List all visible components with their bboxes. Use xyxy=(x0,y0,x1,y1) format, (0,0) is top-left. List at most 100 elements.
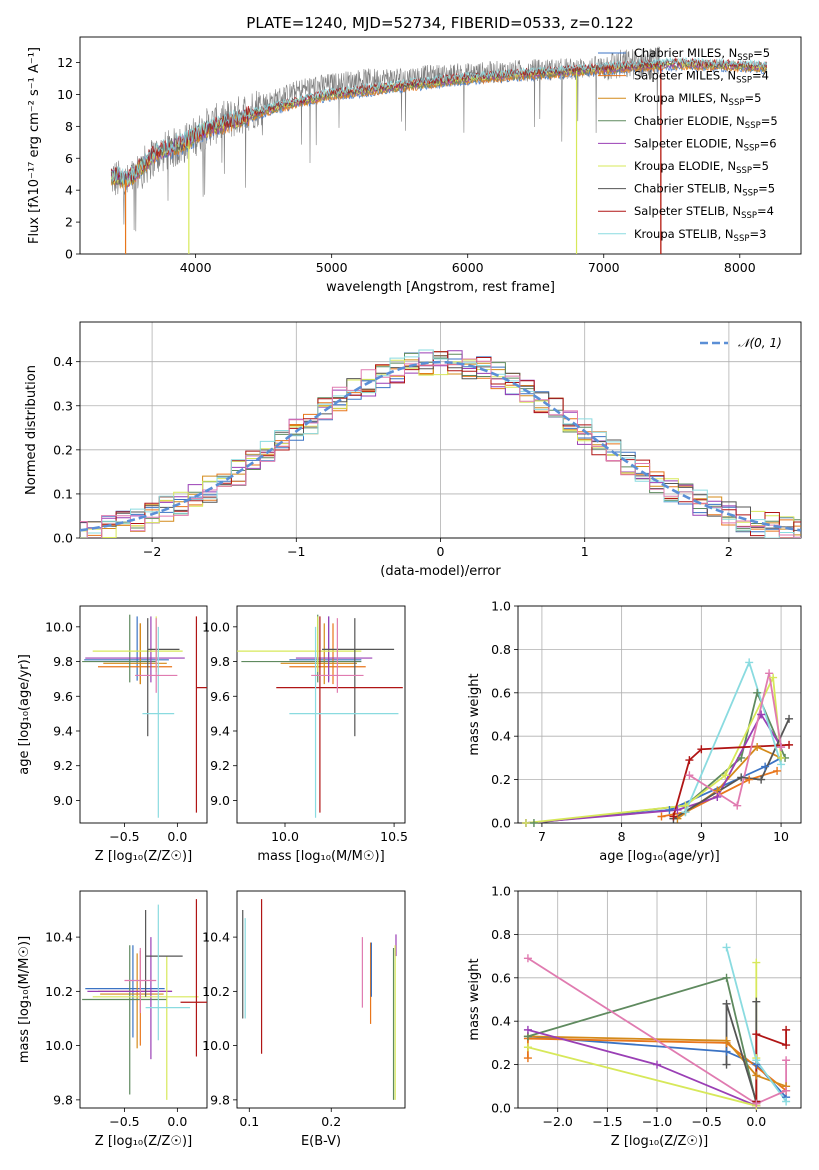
x-axis-label: Z [log₁₀(Z/Z☉)] xyxy=(95,849,192,864)
weight-marker xyxy=(673,805,682,814)
y-tick-label: 10.0 xyxy=(202,619,230,634)
weight-marker xyxy=(782,1056,791,1065)
y-tick-label: 9.4 xyxy=(53,723,73,738)
weight-series-line xyxy=(525,757,782,823)
y-tick-label: 0.0 xyxy=(491,1101,511,1116)
y-tick-label: 9.8 xyxy=(210,1092,230,1107)
axes-frame xyxy=(79,36,802,255)
weight-marker xyxy=(737,753,746,762)
mass-vs-metallicity-panel: −0.5 0.0 9.8 10.0 10.2 10.4 Z [log₁₀(Z/Z☉)] mas… xyxy=(17,890,208,1149)
weight-marker xyxy=(769,673,778,682)
y-tick-label: 10.2 xyxy=(45,984,73,999)
axes-frame xyxy=(236,605,406,824)
weight-series-line xyxy=(525,712,782,823)
axes-frame xyxy=(236,890,406,1109)
y-tick-label: 8 xyxy=(65,119,73,134)
mass-vs-ebv-panel: 0.1 0.2 9.8 10.0 10.2 10.4 E(B-V) xyxy=(202,890,406,1149)
x-tick-label: 4000 xyxy=(180,260,212,275)
y-tick-label: 4 xyxy=(65,183,73,198)
x-tick-label: 0 xyxy=(437,544,445,559)
x-tick-label: 0.0 xyxy=(746,1114,766,1129)
axes-frame xyxy=(79,890,208,1109)
y-tick-label: 1.0 xyxy=(491,884,511,899)
weight-marker xyxy=(721,771,730,780)
weight-marker xyxy=(657,812,666,821)
y-axis-label: mass weight xyxy=(467,958,482,1040)
age-vs-metallicity-panel: −0.5 0.0 9.0 9.2 9.4 9.6 9.8 10.0 Z [log₁₀(Z/Z☉)… xyxy=(17,605,208,864)
y-tick-label: 0 xyxy=(65,247,73,262)
y-tick-label: 10 xyxy=(57,87,73,102)
weight-marker xyxy=(722,943,731,952)
y-tick-label: 9.8 xyxy=(53,654,73,669)
y-tick-label: 9.8 xyxy=(210,654,230,669)
weight-marker xyxy=(752,958,761,967)
x-tick-label: 1 xyxy=(581,544,589,559)
x-tick-label: −2.0 xyxy=(543,1114,573,1129)
y-tick-label: 9.6 xyxy=(210,689,230,704)
x-tick-label: 10.0 xyxy=(271,829,299,844)
x-tick-label: 10 xyxy=(773,829,789,844)
weight-marker xyxy=(722,973,731,982)
y-tick-label: 9.6 xyxy=(53,689,73,704)
spectrum-panel: 4000 5000 6000 7000 8000 0 2 4 6 8 10 12 wavelength … xyxy=(27,36,802,295)
weight-marker xyxy=(765,669,774,678)
figure-title: PLATE=1240, MJD=52734, FIBERID=0533, z=0… xyxy=(246,14,633,32)
axes-frame xyxy=(79,605,208,824)
y-tick-label: 6 xyxy=(65,151,73,166)
y-tick-label: 10.4 xyxy=(202,930,230,945)
x-tick-label: 8 xyxy=(618,829,626,844)
weight-marker xyxy=(685,756,694,765)
weight-marker xyxy=(523,1025,532,1034)
x-tick-label: 7000 xyxy=(588,260,620,275)
weight-marker xyxy=(665,805,674,814)
y-axis-label: Flux [fλ10⁻¹⁷ erg cm⁻² s⁻¹ A⁻¹] xyxy=(27,47,42,244)
x-axis-label: E(B-V) xyxy=(301,1134,341,1149)
x-axis-label: wavelength [Angstrom, rest frame] xyxy=(326,280,555,295)
weight-series-line xyxy=(527,957,787,1105)
y-tick-label: 0.4 xyxy=(491,1014,511,1029)
weight-marker xyxy=(782,1086,791,1095)
weight-marker xyxy=(752,1030,761,1039)
y-tick-label: 0.8 xyxy=(491,927,511,942)
y-tick-label: 9.0 xyxy=(53,793,73,808)
residuals-histogram-panel: −2 −1 0 1 2 0.0 0.1 0.2 0.3 0.4 (data-model)/error… xyxy=(24,321,802,579)
weight-marker xyxy=(653,1060,662,1069)
y-tick-label: 10.0 xyxy=(202,1038,230,1053)
legend-entry: Salpeter STELIB, NSSP=4 xyxy=(634,204,774,221)
weight-marker xyxy=(782,1097,791,1106)
weight-marker xyxy=(737,773,746,782)
x-tick-label: 0.0 xyxy=(167,829,187,844)
weight-marker xyxy=(523,1054,532,1063)
legend-entry: Salpeter MILES, NSSP=4 xyxy=(634,69,769,86)
weight-marker xyxy=(722,999,731,1008)
weight-marker xyxy=(777,743,786,752)
legend-entry: Chabrier STELIB, NSSP=5 xyxy=(634,182,775,199)
x-axis-label: mass [log₁₀(M/M☉)] xyxy=(257,849,384,864)
plot-area xyxy=(525,659,790,823)
y-tick-label: 0.1 xyxy=(53,486,73,501)
x-tick-label: 5000 xyxy=(316,260,348,275)
x-tick-label: 7 xyxy=(538,829,546,844)
y-tick-label: 10.0 xyxy=(45,1038,73,1053)
x-tick-label: 0.2 xyxy=(321,1114,341,1129)
x-tick-label: 2 xyxy=(725,544,733,559)
weight-marker xyxy=(722,1060,731,1069)
y-tick-label: 10.0 xyxy=(45,619,73,634)
y-axis-label: mass [log₁₀(M/M☉)] xyxy=(17,936,32,1063)
weight-marker xyxy=(757,775,766,784)
weight-marker xyxy=(521,819,530,827)
weight-marker xyxy=(782,1041,791,1050)
x-tick-label: −0.5 xyxy=(109,1114,139,1129)
weight-marker xyxy=(753,743,762,752)
y-tick-label: 9.8 xyxy=(53,1092,73,1107)
weight-marker xyxy=(752,1056,761,1065)
legend-entry: Kroupa STELIB, NSSP=3 xyxy=(634,227,766,244)
y-tick-label: 1.0 xyxy=(491,599,511,614)
y-tick-label: 0.2 xyxy=(491,772,511,787)
weight-marker xyxy=(761,762,770,771)
y-axis-label: Normed distribution xyxy=(24,365,39,495)
weight-marker xyxy=(685,771,694,780)
weight-marker xyxy=(722,1047,731,1056)
y-axis-label: age [log₁₀(age/yr)] xyxy=(17,654,32,775)
